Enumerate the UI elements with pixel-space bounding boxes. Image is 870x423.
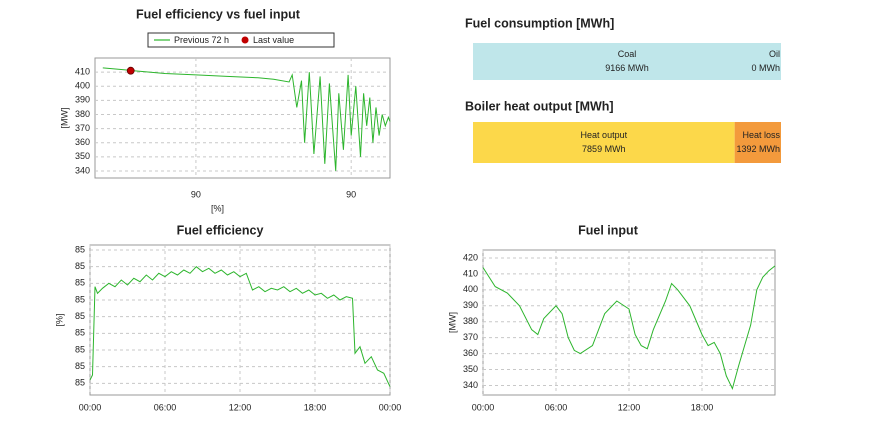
segment-value: 0 MWh: [751, 63, 780, 73]
y-tick-label: 390: [463, 300, 478, 310]
y-tick-label: 85: [75, 261, 85, 271]
chart-title: Fuel input: [578, 223, 639, 237]
y-tick-label: 390: [75, 95, 90, 105]
y-tick-label: 350: [463, 364, 478, 374]
chart-title: Fuel efficiency vs fuel input: [136, 7, 301, 21]
y-tick-label: 340: [463, 380, 478, 390]
y-tick-label: 420: [463, 252, 478, 262]
x-axis-label: [%]: [211, 203, 224, 213]
bar-segment: [734, 122, 781, 163]
x-tick-label: 06:00: [545, 402, 568, 412]
segment-value: 9166 MWh: [605, 63, 649, 73]
legend-marker: [241, 36, 249, 44]
data-line: [102, 67, 391, 171]
y-tick-label: 360: [463, 348, 478, 358]
bar-segment: [473, 43, 781, 80]
chart-title: Fuel consumption [MWh]: [465, 16, 614, 30]
y-tick-label: 85: [75, 294, 85, 304]
y-tick-label: 400: [463, 284, 478, 294]
y-tick-label: 85: [75, 328, 85, 338]
y-tick-label: 85: [75, 311, 85, 321]
y-axis-label: [MW]: [59, 108, 69, 129]
segment-name: Heat output: [581, 130, 628, 140]
x-tick-label: 90: [191, 189, 201, 199]
x-tick-label: 18:00: [691, 402, 714, 412]
y-tick-label: 380: [75, 109, 90, 119]
y-tick-label: 410: [75, 66, 90, 76]
data-line: [89, 266, 391, 387]
x-tick-label: 18:00: [304, 402, 327, 412]
segment-value: 1392 MWh: [736, 144, 780, 154]
y-tick-label: 85: [75, 344, 85, 354]
legend-box: [147, 32, 335, 48]
segment-name: Coal: [618, 49, 637, 59]
y-tick-label: 360: [75, 137, 90, 147]
x-tick-label: 00:00: [472, 402, 495, 412]
y-axis-label: [MW]: [447, 312, 457, 333]
y-tick-label: 85: [75, 378, 85, 388]
last-value-point: [126, 66, 135, 75]
y-tick-label: 340: [75, 165, 90, 175]
x-tick-label: 06:00: [154, 402, 177, 412]
legend-label: Last value: [253, 35, 294, 45]
y-tick-label: 380: [463, 316, 478, 326]
y-tick-label: 85: [75, 278, 85, 288]
y-tick-label: 350: [75, 151, 90, 161]
y-tick-label: 410: [463, 268, 478, 278]
legend: Previous 72 h Last value: [147, 32, 335, 48]
chart-title: Fuel efficiency: [177, 223, 264, 237]
y-tick-label: 85: [75, 361, 85, 371]
chart-title: Boiler heat output [MWh]: [465, 99, 614, 113]
segment-name: Oil: [769, 49, 780, 59]
bar-segment: [473, 122, 735, 163]
segment-name: Heat loss: [742, 130, 780, 140]
y-tick-label: 400: [75, 81, 90, 91]
x-tick-label: 00:00: [79, 402, 102, 412]
y-tick-label: 370: [463, 332, 478, 342]
y-axis-label: [%]: [54, 313, 64, 326]
x-tick-label: 12:00: [229, 402, 252, 412]
segment-value: 7859 MWh: [582, 144, 626, 154]
x-tick-label: 00:00: [379, 402, 402, 412]
y-tick-label: 370: [75, 123, 90, 133]
x-tick-label: 90: [346, 189, 356, 199]
data-line: [482, 265, 776, 391]
legend-label: Previous 72 h: [174, 35, 229, 45]
y-tick-label: 85: [75, 244, 85, 254]
x-tick-label: 12:00: [618, 402, 641, 412]
